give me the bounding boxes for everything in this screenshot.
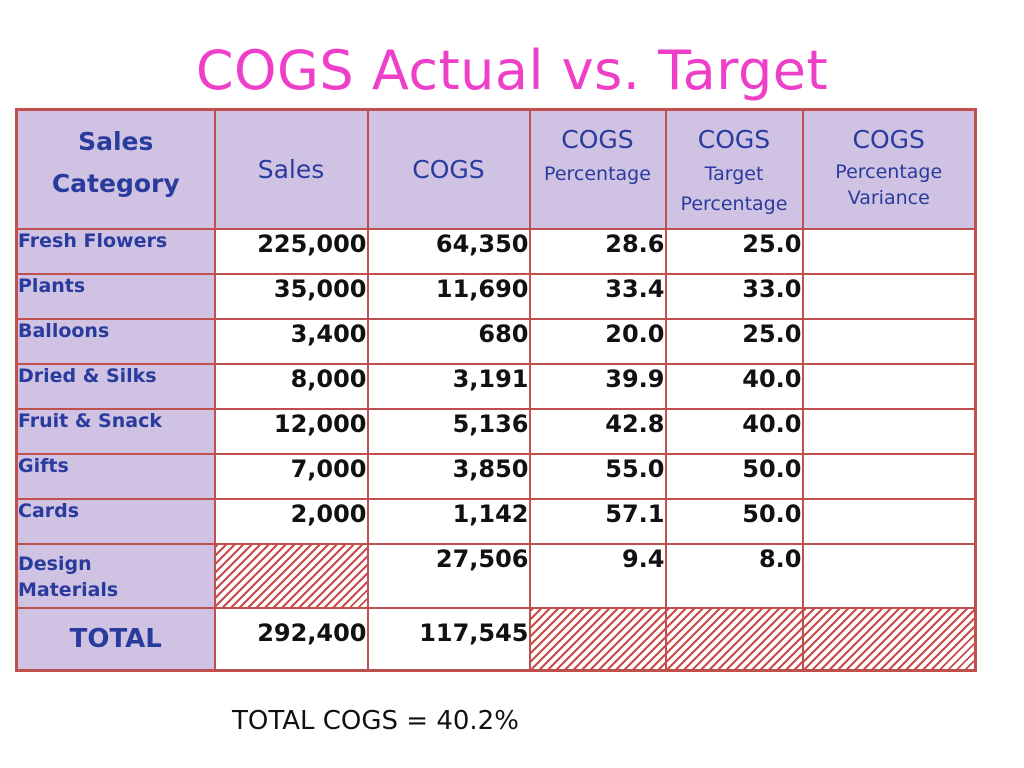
row-cogs: 1,142 [366,498,531,545]
slide-title: COGS Actual vs. Target [195,39,829,102]
table-row: Fruit & Snack 12,000 5,136 42.8 40.0 [15,408,977,455]
row-cogs: 3,191 [366,363,531,410]
row-variance [801,453,977,500]
row-cogs: 680 [366,318,531,365]
table-row: Dried & Silks 8,000 3,191 39.9 40.0 [15,363,977,410]
header-cogs-percentage: COGS Percentage [528,108,667,230]
row-target-percentage: 40.0 [664,363,804,410]
row-cogs-percentage: 33.4 [528,273,667,320]
row-sales: 35,000 [213,273,369,320]
row-cogs: 27,506 [366,543,531,609]
hatched-cell [528,607,667,672]
total-row: TOTAL 292,400 117,545 [15,607,977,672]
row-category: Fresh Flowers [15,228,216,275]
row-cogs-percentage: 55.0 [528,453,667,500]
header-sales-category: Sales Category [15,108,216,230]
table-row: Cards 2,000 1,142 57.1 50.0 [15,498,977,545]
total-label: TOTAL [15,607,216,672]
row-sales: 225,000 [213,228,369,275]
row-variance [801,363,977,410]
row-sales: 7,000 [213,453,369,500]
row-category: Design Materials [15,543,216,609]
row-variance [801,543,977,609]
row-sales: 8,000 [213,363,369,410]
header-cogs-percentage-variance: COGS Percentage Variance [801,108,977,230]
total-cogs-note: TOTAL COGS = 40.2% [232,706,519,736]
total-sales: 292,400 [213,607,369,672]
table-row: Plants 35,000 11,690 33.4 33.0 [15,273,977,320]
row-variance [801,273,977,320]
row-target-percentage: 8.0 [664,543,804,609]
row-cogs-percentage: 20.0 [528,318,667,365]
design-materials-row: Design Materials 27,506 9.4 8.0 [15,543,977,609]
row-cogs-percentage: 28.6 [528,228,667,275]
row-target-percentage: 40.0 [664,408,804,455]
row-target-percentage: 50.0 [664,498,804,545]
row-category: Plants [15,273,216,320]
row-target-percentage: 25.0 [664,318,804,365]
hatched-cell [801,607,977,672]
row-cogs-percentage: 39.9 [528,363,667,410]
hatched-cell [213,543,369,609]
row-cogs: 64,350 [366,228,531,275]
row-sales: 12,000 [213,408,369,455]
row-target-percentage: 50.0 [664,453,804,500]
row-category: Balloons [15,318,216,365]
header-cogs-target-percentage: COGS Target Percentage [664,108,804,230]
row-cogs-percentage: 57.1 [528,498,667,545]
row-cogs: 11,690 [366,273,531,320]
row-variance [801,228,977,275]
row-category: Dried & Silks [15,363,216,410]
row-sales: 3,400 [213,318,369,365]
row-target-percentage: 25.0 [664,228,804,275]
row-variance [801,408,977,455]
row-target-percentage: 33.0 [664,273,804,320]
row-category: Fruit & Snack [15,408,216,455]
cogs-table: Sales Category Sales COGS COGS Percentag… [15,108,977,672]
header-cogs: COGS [366,108,531,230]
row-cogs: 3,850 [366,453,531,500]
row-category: Cards [15,498,216,545]
row-variance [801,318,977,365]
hatched-cell [664,607,804,672]
row-variance [801,498,977,545]
header-sales: Sales [213,108,369,230]
row-cogs-percentage: 9.4 [528,543,667,609]
header-row: Sales Category Sales COGS COGS Percentag… [15,108,977,230]
total-cogs: 117,545 [366,607,531,672]
table-row: Balloons 3,400 680 20.0 25.0 [15,318,977,365]
row-cogs: 5,136 [366,408,531,455]
row-cogs-percentage: 42.8 [528,408,667,455]
table-row: Gifts 7,000 3,850 55.0 50.0 [15,453,977,500]
row-sales: 2,000 [213,498,369,545]
table-row: Fresh Flowers 225,000 64,350 28.6 25.0 [15,228,977,275]
row-category: Gifts [15,453,216,500]
